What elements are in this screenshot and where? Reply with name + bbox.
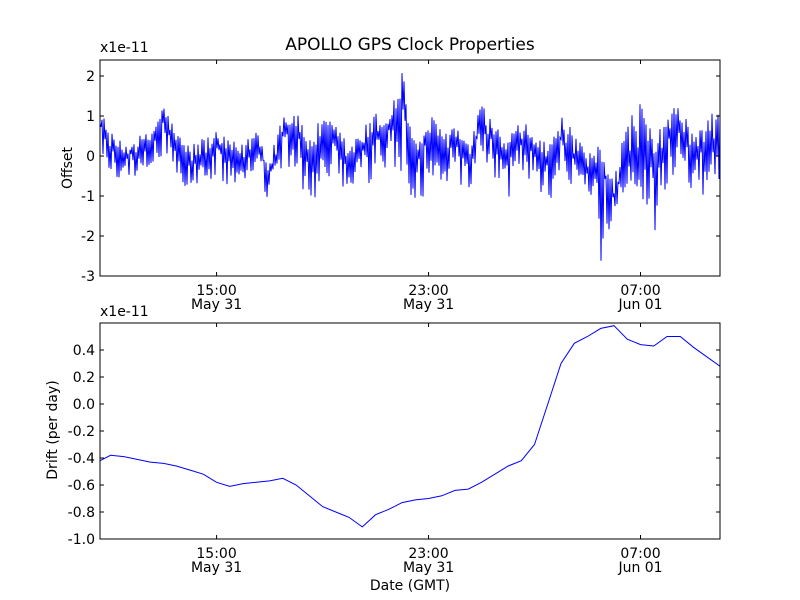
drift-xtick-time-label: 15:00 bbox=[196, 546, 236, 562]
drift-ytick-label: -0.4 bbox=[68, 451, 95, 467]
offset-xtick-time-label: 07:00 bbox=[620, 283, 660, 299]
offset-xtick-time-label: 23:00 bbox=[408, 283, 448, 299]
drift-ytick-label: 0.0 bbox=[73, 397, 95, 413]
offset-series-line bbox=[100, 73, 720, 261]
drift-ytick-label: -0.2 bbox=[68, 424, 95, 440]
x-axis-label: Date (GMT) bbox=[370, 578, 450, 594]
drift-y-axis-label: Drift (per day) bbox=[45, 380, 61, 479]
drift-panel: x1e-11 Drift (per day) 0.4 0.2 0.0 -0.2 -0.4… bbox=[45, 304, 721, 576]
drift-xtick-time-label: 23:00 bbox=[408, 546, 448, 562]
offset-ytick-label: -3 bbox=[81, 269, 95, 285]
drift-xtick-date-label: May 31 bbox=[403, 560, 454, 576]
offset-xtick-date-label: May 31 bbox=[191, 297, 242, 313]
drift-ytick-label: -0.8 bbox=[68, 505, 95, 521]
drift-ytick-label: 0.4 bbox=[73, 343, 95, 359]
offset-scale-label: x1e-11 bbox=[100, 40, 149, 56]
chart-title: APOLLO GPS Clock Properties bbox=[285, 35, 535, 55]
offset-ytick-label: -2 bbox=[81, 229, 95, 245]
drift-xtick-time-label: 07:00 bbox=[620, 546, 660, 562]
offset-xtick-date-label: Jun 01 bbox=[617, 297, 662, 313]
offset-ytick-label: 1 bbox=[86, 109, 95, 125]
offset-xtick-time-label: 15:00 bbox=[196, 283, 236, 299]
offset-ytick-label: 0 bbox=[86, 149, 95, 165]
drift-ytick-label: 0.2 bbox=[73, 370, 95, 386]
offset-xtick-date-label: May 31 bbox=[403, 297, 454, 313]
drift-ytick-label: -1.0 bbox=[68, 532, 95, 548]
offset-axes-frame bbox=[99, 59, 721, 277]
offset-ytick-label: -1 bbox=[81, 189, 95, 205]
offset-y-axis-label: Offset bbox=[60, 146, 76, 189]
drift-ytick-label: -0.6 bbox=[68, 478, 95, 494]
drift-xtick-date-label: Jun 01 bbox=[617, 560, 662, 576]
drift-xtick-date-label: May 31 bbox=[191, 560, 242, 576]
offset-ytick-label: 2 bbox=[86, 69, 95, 85]
drift-scale-label: x1e-11 bbox=[100, 304, 149, 320]
drift-series-line bbox=[100, 325, 720, 528]
